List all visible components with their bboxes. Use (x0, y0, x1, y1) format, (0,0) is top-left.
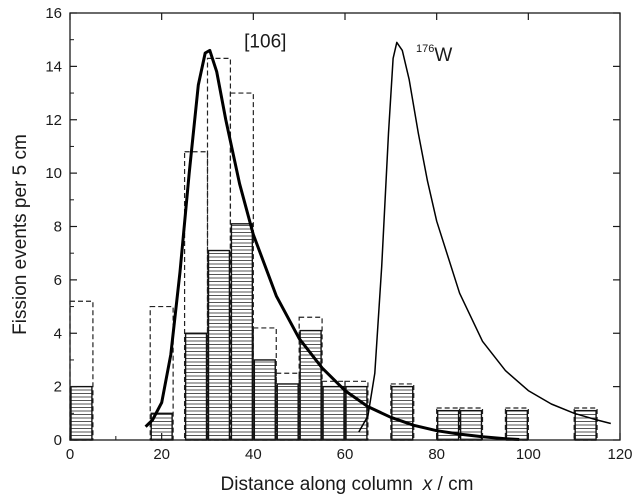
x-axis: 0 20 40 60 80 100 120 (66, 13, 633, 463)
x-tick-label-5: 100 (516, 446, 541, 463)
hatched-bar-3 (207, 249, 231, 441)
dashed-bar-1 (149, 305, 174, 441)
x-tick-label-1: 20 (153, 446, 170, 463)
plot-frame (69, 12, 621, 441)
hatched-bar-7 (299, 329, 322, 441)
curve-thin (358, 41, 611, 433)
y-tick-label-6: 12 (45, 112, 62, 129)
annotation-isotope: 176W (416, 43, 452, 66)
dashed-bar-9 (344, 380, 369, 441)
hatched-bar-10 (391, 385, 414, 441)
y-tick-label-4: 8 (54, 219, 62, 236)
hatched-bar-6 (276, 383, 299, 441)
x-tick-label-2: 40 (245, 446, 262, 463)
hatched-bar-5 (253, 359, 276, 441)
annotations-group: [106] 176W (244, 32, 452, 66)
dashed-bars-group (69, 57, 598, 441)
y-tick-label-8: 16 (45, 5, 62, 22)
hatched-bar-4 (230, 223, 254, 441)
dashed-bar-0 (69, 300, 94, 441)
hatched-bar-11 (436, 409, 460, 441)
annotation-ref: [106] (244, 32, 286, 53)
x-tick-label-4: 80 (428, 446, 445, 463)
y-tick-label-0: 0 (54, 432, 62, 449)
x-axis-title-unit: / cm (432, 474, 473, 495)
x-tick-label-3: 60 (337, 446, 354, 463)
y-tick-label-7: 14 (45, 58, 62, 75)
x-tick-label-0: 0 (66, 446, 74, 463)
annotation-isotope-mass: 176 (416, 43, 434, 55)
curve-thick (144, 48, 520, 441)
y-tick-label-3: 6 (54, 272, 62, 289)
hatched-bar-8 (322, 385, 345, 441)
x-tick-label-6: 120 (607, 446, 632, 463)
y-tick-label-2: 4 (54, 325, 62, 342)
y-axis: 0 2 4 6 8 10 12 14 16 (45, 5, 620, 449)
y-axis-title: Fission events per 5 cm (10, 134, 31, 335)
hatched-bar-0 (70, 385, 93, 441)
hatched-bars-group (70, 223, 597, 441)
annotation-isotope-symbol: W (434, 45, 452, 66)
dashed-bar-4 (229, 92, 254, 441)
hatched-bar-2 (184, 332, 208, 441)
x-axis-title-var: x (422, 474, 434, 495)
y-tick-label-5: 10 (45, 165, 62, 182)
x-axis-title: Distance along column x / cm (221, 474, 474, 495)
curves-group (144, 41, 611, 441)
y-tick-label-1: 2 (54, 379, 62, 396)
dashed-bar-7 (298, 316, 323, 441)
hatched-bar-13 (505, 409, 529, 441)
x-axis-title-text: Distance along column (221, 474, 413, 495)
